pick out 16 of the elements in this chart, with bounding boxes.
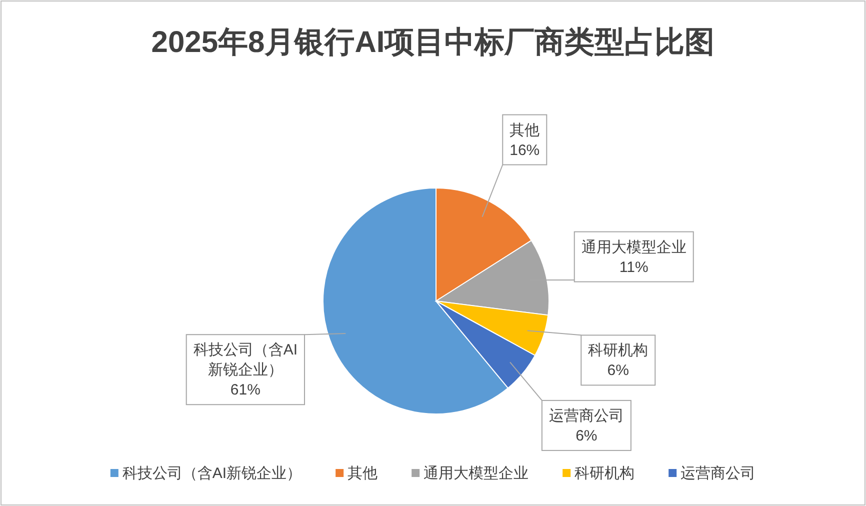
data-label: 6% [576, 427, 598, 444]
data-label: 11% [619, 258, 648, 276]
legend-label: 科研机构 [574, 465, 635, 482]
data-label: 61% [230, 382, 260, 399]
legend-label: 科技公司（含AI新锐企业） [122, 465, 302, 482]
legend-label: 通用大模型企业 [424, 465, 529, 482]
chart-title: 2025年8月银行AI项目中标厂商类型占比图 [151, 25, 715, 59]
slice-label: 科研机构 [588, 342, 648, 360]
legend-label: 运营商公司 [680, 465, 756, 482]
slice-label: 运营商公司 [548, 407, 624, 424]
slice-label: 科技公司（含AI新锐企业） [193, 342, 298, 379]
data-label: 16% [510, 142, 540, 159]
slice-label: 其他 [510, 122, 540, 139]
data-label: 6% [607, 362, 629, 380]
legend-label: 其他 [348, 465, 378, 482]
slice-label: 通用大模型企业 [581, 238, 686, 256]
